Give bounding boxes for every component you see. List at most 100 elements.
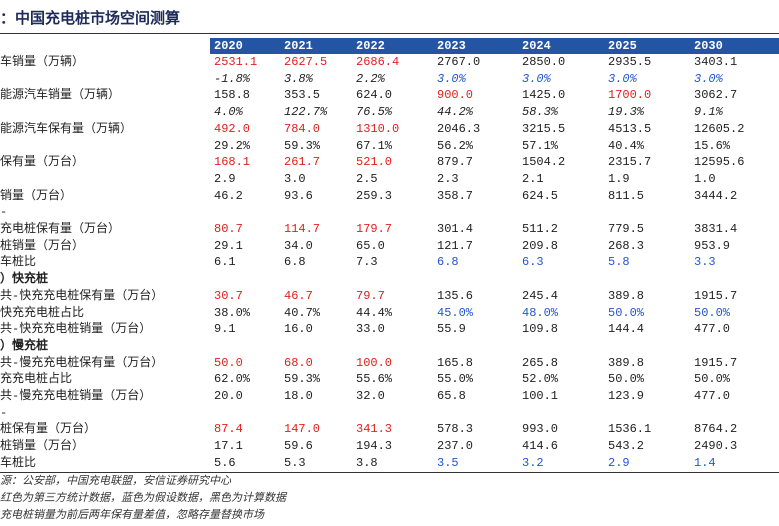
cell: 6.1: [214, 255, 236, 270]
cell: 265.8: [522, 355, 559, 370]
cell: 209.8: [522, 238, 559, 253]
footnote: 充电桩销量为前后两年保有量差值，忽略存量替换市场: [0, 510, 264, 522]
cell: 4513.5: [608, 121, 652, 136]
cell: 50.0%: [694, 305, 731, 320]
cell: 358.7: [437, 188, 474, 203]
column-header: 2024: [522, 39, 551, 53]
cell: 1.4: [694, 455, 716, 470]
cell: 389.8: [608, 355, 645, 370]
cell: 879.7: [437, 155, 474, 170]
column-header: 2023: [437, 39, 466, 53]
cell: 2.2%: [356, 71, 385, 86]
cell: 414.6: [522, 439, 559, 454]
footnote: 源：公安部，中国充电联盟，安信证券研究中心: [0, 476, 231, 488]
cell: 46.7: [284, 288, 313, 303]
cell: 9.1%: [694, 105, 723, 120]
cell: 50.0%: [608, 372, 645, 387]
cell: 9.1: [214, 322, 236, 337]
cell: 67.1%: [356, 138, 393, 153]
cell: 3.2: [522, 455, 544, 470]
cell: 158.8: [214, 88, 251, 103]
cell: 32.0: [356, 389, 385, 403]
header-bar: [210, 38, 779, 54]
cell: 30.7: [214, 288, 243, 303]
row-label: 车桩比: [0, 455, 37, 470]
cell: 194.3: [356, 439, 393, 454]
cell: 79.7: [356, 288, 385, 303]
cell: 2935.5: [608, 55, 652, 69]
cell: 389.8: [608, 288, 645, 303]
cell: 1504.2: [522, 155, 566, 170]
row-label: 快充充电桩占比: [0, 305, 85, 320]
cell: 165.8: [437, 355, 474, 370]
cell: 477.0: [694, 389, 731, 403]
cell: 20.0: [214, 389, 243, 403]
row-label: 共-慢充充电桩销量（万台）: [0, 389, 152, 403]
cell: 46.2: [214, 188, 243, 203]
cell: 2850.0: [522, 55, 566, 69]
cell: 511.2: [522, 222, 559, 236]
cell: 68.0: [284, 355, 313, 370]
footnote: 红色为第三方统计数据，蓝色为假设数据，黑色为计算数据: [0, 493, 286, 505]
cell: 93.6: [284, 188, 313, 203]
cell: 811.5: [608, 188, 645, 203]
cell: 65.0: [356, 238, 385, 253]
cell: 3.0%: [522, 71, 551, 86]
cell: 2627.5: [284, 55, 328, 69]
cell: 58.3%: [522, 105, 559, 120]
column-header: 2020: [214, 39, 243, 53]
cell: 2.5: [356, 171, 378, 186]
cell: 3215.5: [522, 121, 566, 136]
cell: 3.8%: [284, 71, 313, 86]
row-label: 保有量（万台）: [0, 155, 85, 170]
cell: 50.0%: [608, 305, 645, 320]
cell: 100.1: [522, 389, 559, 403]
cell: 144.4: [608, 322, 645, 337]
cell: 40.4%: [608, 138, 645, 153]
cell: 34.0: [284, 238, 313, 253]
cell: 5.8: [608, 255, 630, 270]
cell: 6.8: [284, 255, 306, 270]
cell: 2686.4: [356, 55, 400, 69]
cell: 135.6: [437, 288, 474, 303]
cell: 33.0: [356, 322, 385, 337]
cell: 45.0%: [437, 305, 474, 320]
cell: 121.7: [437, 238, 474, 253]
cell: 2046.3: [437, 121, 481, 136]
row-label: 桩保有量（万台）: [0, 422, 97, 437]
cell: 3.0: [284, 171, 306, 186]
column-header: 2021: [284, 39, 313, 53]
row-label: 桩销量（万台）: [0, 238, 85, 253]
cell: 62.0%: [214, 372, 251, 387]
cell: 2315.7: [608, 155, 652, 170]
cell: 40.7%: [284, 305, 321, 320]
cell: 3.0%: [694, 71, 723, 86]
row-label: 充充电桩占比: [0, 372, 73, 387]
cell: 2531.1: [214, 55, 258, 69]
cell: 80.7: [214, 222, 243, 236]
cell: 17.1: [214, 439, 243, 454]
cell: 5.6: [214, 455, 236, 470]
cell: 12605.2: [694, 121, 745, 136]
cell: 5.3: [284, 455, 306, 470]
title-rule: [0, 33, 779, 34]
row-label: 共-快充充电桩保有量（万台）: [0, 288, 164, 303]
cell: 2.9: [214, 171, 236, 186]
cell: 48.0%: [522, 305, 559, 320]
row-label: 销量（万台）: [0, 188, 73, 203]
cell: 100.0: [356, 355, 393, 370]
cell: 52.0%: [522, 372, 559, 387]
cell: 1.0: [694, 171, 716, 186]
cell: 7.3: [356, 255, 378, 270]
cell: 44.4%: [356, 305, 393, 320]
cell: 993.0: [522, 422, 559, 437]
cell: 1425.0: [522, 88, 566, 103]
column-header: 2025: [608, 39, 637, 53]
cell: 268.3: [608, 238, 645, 253]
title: ：中国充电桩市场空间测算: [0, 11, 181, 28]
cell: 953.9: [694, 238, 731, 253]
cell: 2490.3: [694, 439, 738, 454]
cell: 1915.7: [694, 288, 738, 303]
column-header: 2022: [356, 39, 385, 53]
cell: 179.7: [356, 222, 393, 236]
